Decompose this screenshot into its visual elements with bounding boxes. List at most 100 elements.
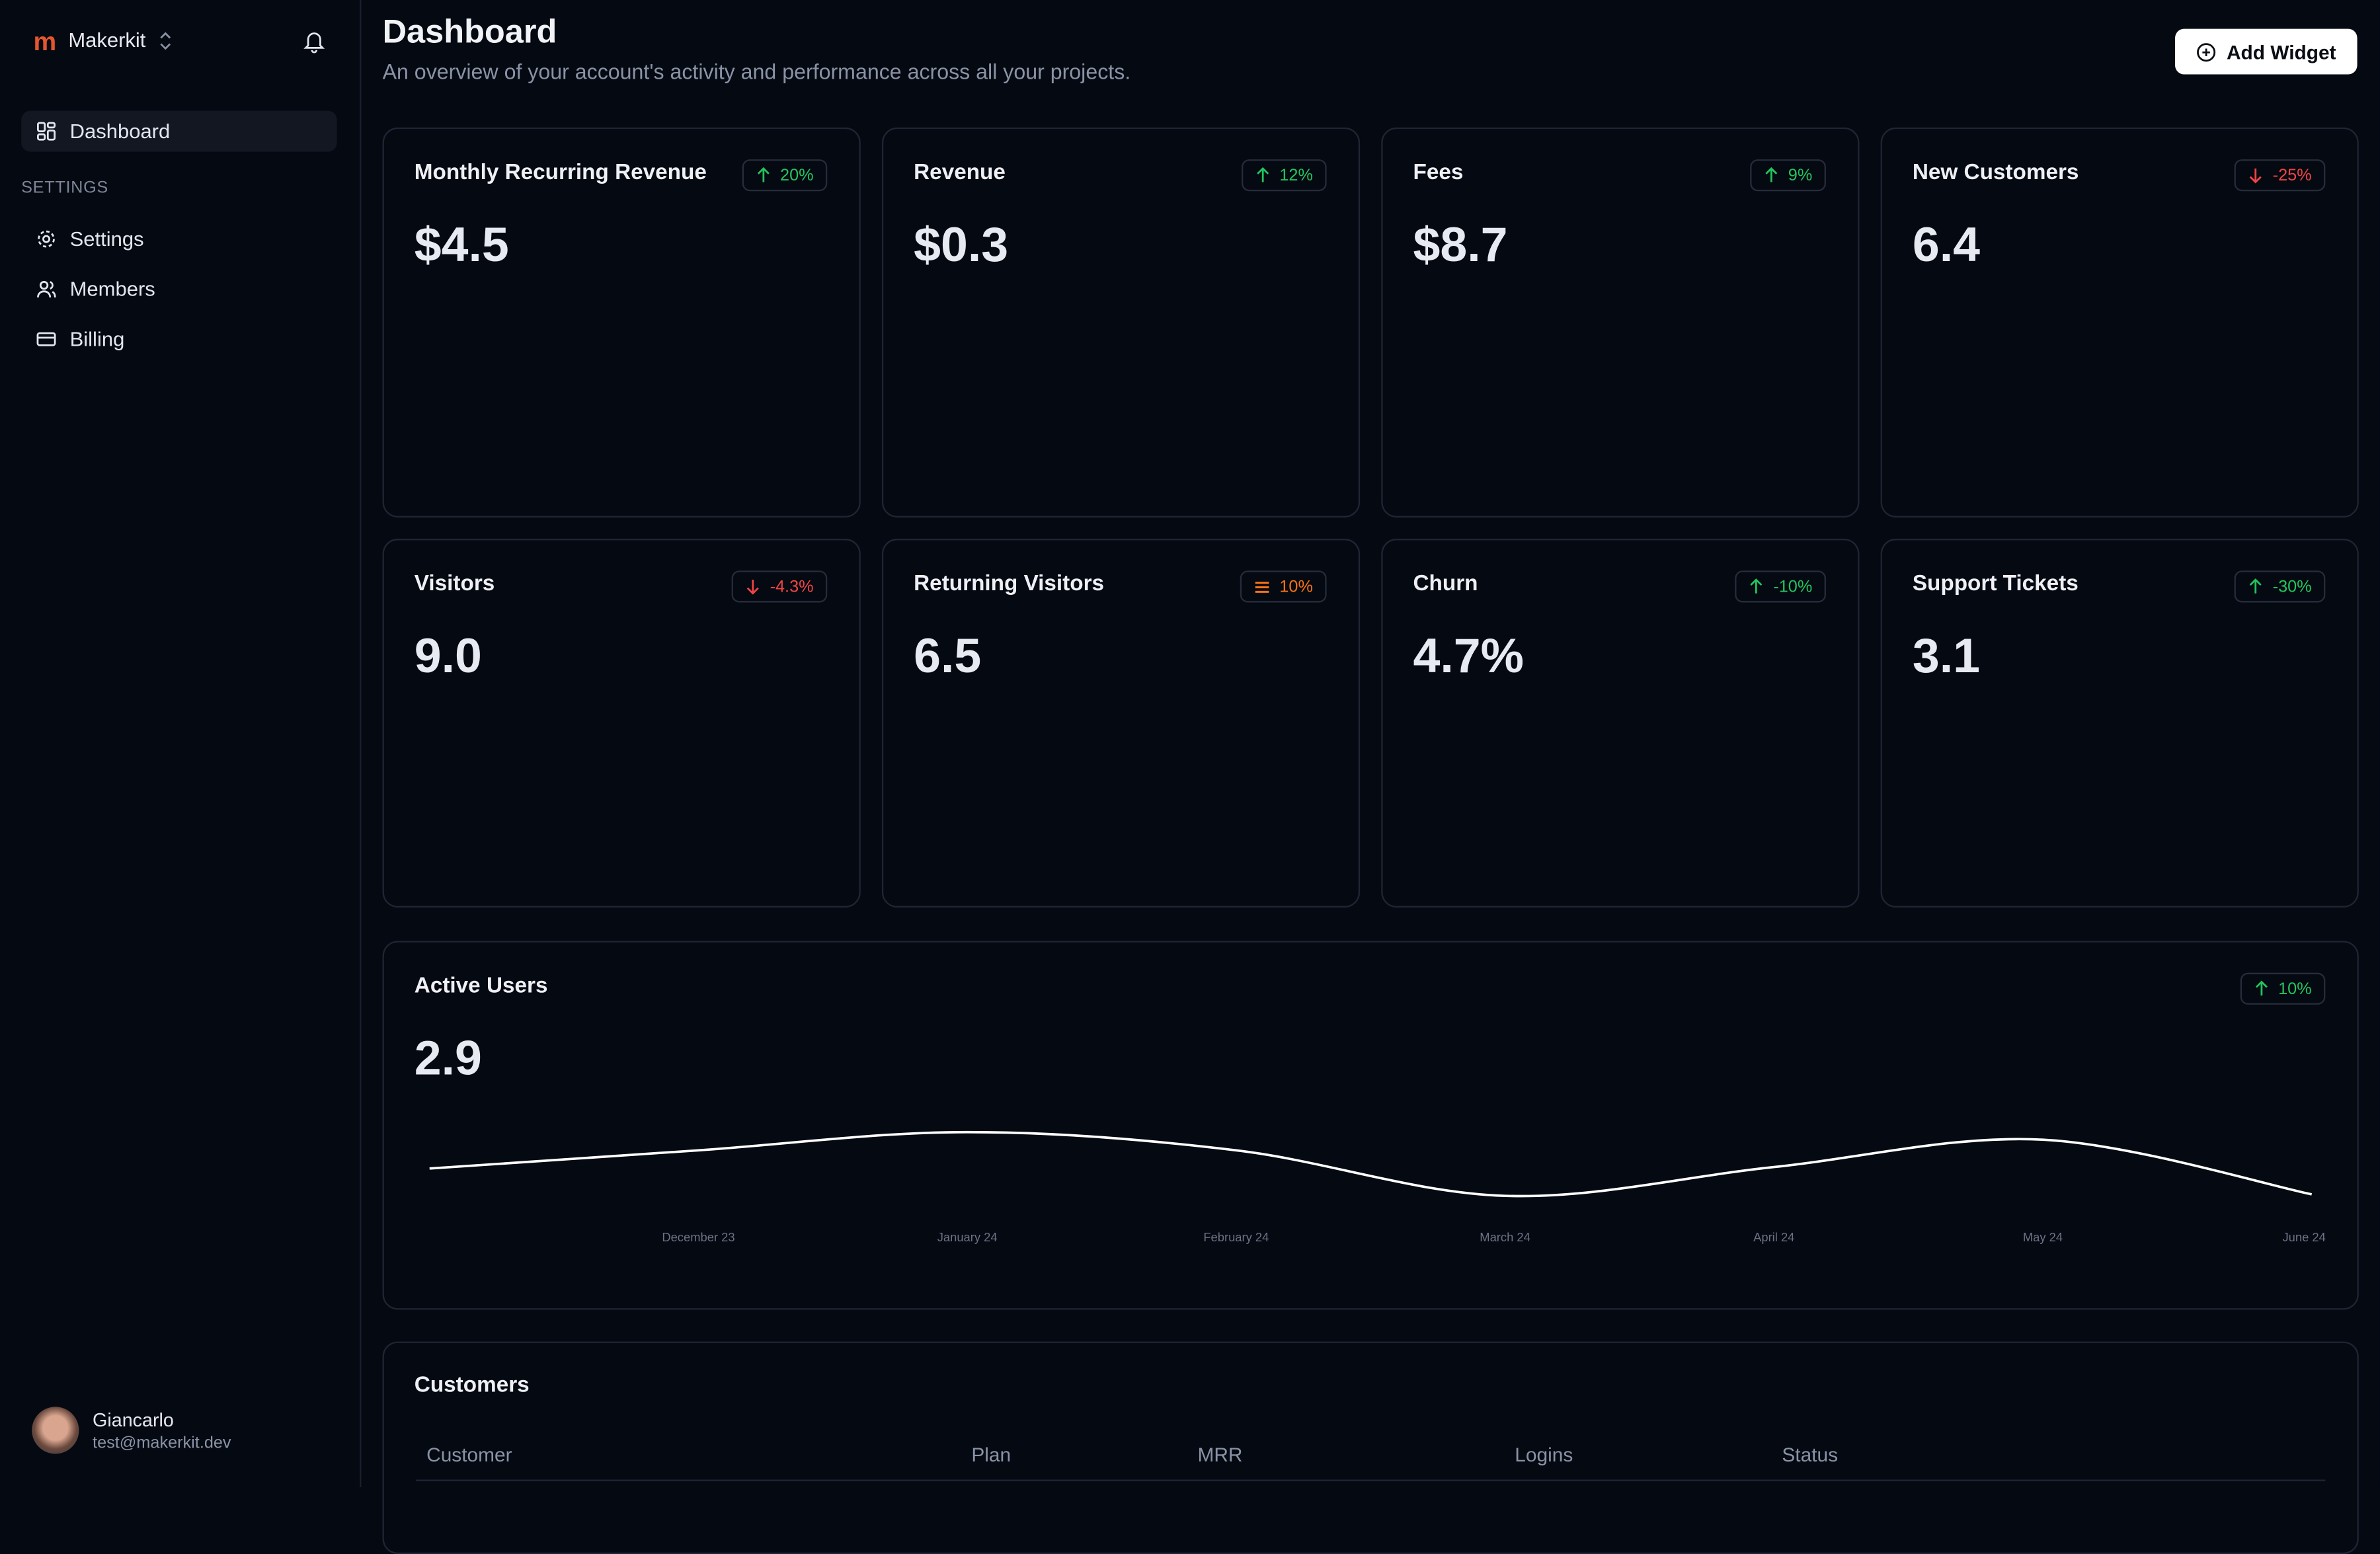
sidebar-item-dashboard[interactable]: Dashboard xyxy=(21,110,337,152)
card-title: New Customers xyxy=(1912,161,2079,186)
x-tick-label: December 23 xyxy=(662,1230,734,1244)
x-tick-label: May 24 xyxy=(2023,1230,2063,1244)
card-title: Monthly Recurring Revenue xyxy=(414,161,707,186)
sparkline-chart xyxy=(1882,288,2356,455)
x-tick-label: January 24 xyxy=(937,1230,998,1244)
bell-icon[interactable] xyxy=(303,29,325,54)
user-name: Giancarlo xyxy=(93,1409,174,1432)
trend-value: -30% xyxy=(2272,577,2312,596)
card-value: 3.1 xyxy=(1912,628,1980,683)
customers-title: Customers xyxy=(414,1373,530,1398)
gear-icon xyxy=(38,230,55,248)
customers-card: Customers Customer Plan MRR Logins Statu… xyxy=(382,1341,2359,1554)
active-users-card: Active Users 2.9 10% December 23 January … xyxy=(382,941,2359,1310)
sparkline-chart xyxy=(384,699,857,867)
x-tick-label: April 24 xyxy=(1753,1230,1794,1244)
user-avatar[interactable] xyxy=(32,1407,79,1454)
series-line xyxy=(429,1130,2313,1198)
sparkline-chart xyxy=(1383,699,1856,867)
column-header-status[interactable]: Status xyxy=(1782,1443,1839,1466)
sparkline-chart xyxy=(1882,699,2356,867)
trend-value: -4.3% xyxy=(770,577,814,596)
settings-section-label: SETTINGS xyxy=(21,178,108,198)
page-subtitle: An overview of your account's activity a… xyxy=(382,59,1131,84)
add-widget-button[interactable]: Add Widget xyxy=(2175,28,2358,75)
trend-value: 9% xyxy=(1788,166,1813,184)
x-tick-label: February 24 xyxy=(1203,1230,1269,1244)
metric-card: Monthly Recurring Revenue $4.5 January 24M… xyxy=(382,127,861,518)
column-header-mrr[interactable]: MRR xyxy=(1197,1443,1243,1466)
trend-value: 10% xyxy=(1279,577,1313,596)
dashboard-icon xyxy=(37,122,56,141)
sidebar-item-label: Settings xyxy=(69,227,144,251)
card-value: 6.5 xyxy=(914,628,982,683)
plus-circle-icon xyxy=(2196,42,2215,61)
column-header-plan[interactable]: Plan xyxy=(971,1443,1012,1466)
arrow-up-icon xyxy=(2255,980,2268,996)
sidebar-item-label: Members xyxy=(69,278,155,301)
card-value: 2.9 xyxy=(414,1030,482,1085)
trend-badge: 10% xyxy=(2240,972,2326,1005)
account-switcher[interactable]: Makerkit xyxy=(68,28,146,52)
card-title: Support Tickets xyxy=(1912,572,2079,597)
active-users-chart: December 23 January 24 February 24 March 24… xyxy=(429,1130,2326,1244)
chevrons-up-down-icon[interactable] xyxy=(158,32,173,50)
trend-value: 20% xyxy=(780,166,814,184)
credit-card-icon xyxy=(36,332,56,346)
card-value: $0.3 xyxy=(914,217,1009,272)
card-title: Visitors xyxy=(414,572,495,597)
makerkit-logo: m xyxy=(33,27,57,56)
sidebar-item-settings[interactable]: Settings xyxy=(21,219,337,260)
card-value: 4.7% xyxy=(1413,628,1524,683)
add-widget-label: Add Widget xyxy=(2226,40,2336,63)
users-icon xyxy=(37,280,56,298)
column-header-customer[interactable]: Customer xyxy=(426,1443,512,1466)
card-title: Fees xyxy=(1413,161,1464,186)
trend-value: -10% xyxy=(1773,577,1813,596)
trend-value: 12% xyxy=(1279,166,1313,184)
sparkline-chart xyxy=(883,699,1357,867)
sparkline-chart xyxy=(1383,288,1856,455)
page-title: Dashboard xyxy=(382,12,557,50)
column-header-logins[interactable]: Logins xyxy=(1515,1443,1573,1466)
sidebar-item-label: Billing xyxy=(69,327,125,351)
table-header-divider xyxy=(416,1479,2326,1481)
trend-value: 10% xyxy=(2278,980,2312,998)
x-tick-label: June 24 xyxy=(2283,1230,2326,1244)
sidebar-item-label: Dashboard xyxy=(69,120,171,143)
sparkline-chart xyxy=(883,288,1357,455)
sidebar: m Makerkit Dashboard SETTINGS Settings M… xyxy=(0,0,362,1487)
card-title: Revenue xyxy=(914,161,1006,186)
sidebar-item-members[interactable]: Members xyxy=(21,268,337,309)
card-value: $8.7 xyxy=(1413,217,1508,272)
user-email: test@makerkit.dev xyxy=(93,1434,231,1453)
sidebar-item-billing[interactable]: Billing xyxy=(21,319,337,360)
card-title: Churn xyxy=(1413,572,1478,597)
card-value: $4.5 xyxy=(414,217,509,272)
trend-value: -25% xyxy=(2272,166,2312,184)
